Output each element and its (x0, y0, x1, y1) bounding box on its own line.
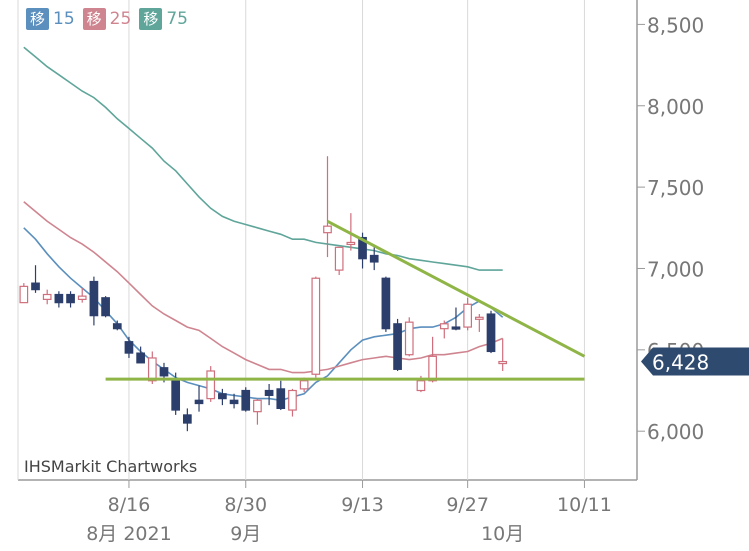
candle-up (288, 389, 297, 411)
candle-down (264, 389, 274, 396)
legend-badge: 移 (139, 8, 163, 30)
legend-label: 25 (109, 9, 132, 29)
candle-up (42, 293, 52, 300)
candle-up (147, 357, 157, 382)
candle-down (369, 254, 379, 263)
candle-down (229, 399, 239, 405)
candle-up (19, 285, 29, 304)
trendline (326, 219, 586, 358)
candle-down (194, 399, 204, 405)
candle-up (253, 399, 262, 413)
candle-up (498, 360, 508, 365)
x-secondary-label: 8月 2021 (86, 523, 171, 545)
candle-up (299, 380, 309, 390)
candle-down (136, 352, 145, 364)
candle-up (311, 277, 321, 375)
candle-up (428, 355, 437, 382)
candle-down (101, 297, 110, 317)
ma-75-line (23, 46, 503, 271)
legend-badge: 移 (82, 8, 106, 30)
candle-down (218, 393, 227, 400)
legend-item-ma75[interactable]: 移 75 (139, 8, 188, 30)
y-tick-label: 7,000 (647, 257, 704, 281)
watermark: IHSMarkit Chartworks (24, 457, 198, 476)
x-tick-label: 8/16 (108, 494, 151, 516)
legend-label: 15 (53, 9, 75, 29)
candle-down (241, 389, 251, 411)
candle-up (346, 241, 356, 246)
candle-down (276, 388, 286, 410)
candle-down (31, 282, 40, 291)
candle-down (54, 293, 64, 304)
candle-up (323, 225, 332, 234)
y-tick-label: 7,500 (647, 176, 704, 200)
candle-up (439, 323, 449, 330)
candle-up (416, 380, 426, 392)
y-tick-label: 8,000 (647, 95, 704, 119)
candle-up (334, 246, 344, 271)
candle-down (381, 277, 391, 330)
x-tick-label: 8/30 (224, 494, 267, 516)
candle-up (77, 295, 87, 300)
current-value-label: 6,428 (652, 351, 709, 375)
candle-down (486, 313, 496, 353)
candle-down (159, 367, 169, 377)
candle-down (89, 280, 99, 317)
candle-down (124, 341, 134, 354)
x-secondary-label: 10月 (481, 523, 524, 545)
candle-down (358, 236, 367, 260)
candle-up (206, 370, 216, 400)
ma-25-line (23, 201, 504, 374)
candle-up (404, 321, 414, 356)
x-secondary-label: 9月 (230, 523, 261, 545)
legend-item-ma25[interactable]: 移 25 (82, 8, 132, 30)
current-value-tag (641, 347, 749, 376)
chart-legend: 移 15 移 25 移 75 (26, 8, 188, 30)
candle-up (463, 303, 473, 328)
x-tick-label: 9/27 (446, 494, 489, 516)
x-tick-label: 10/11 (557, 494, 612, 516)
legend-item-ma15[interactable]: 移 15 (26, 8, 75, 30)
legend-label: 75 (166, 9, 188, 29)
candle-down (451, 326, 461, 330)
y-tick-label: 6,000 (647, 420, 704, 444)
candle-down (182, 414, 192, 424)
y-tick-label: 8,500 (647, 13, 704, 37)
candle-down (393, 323, 402, 370)
candle-up (474, 316, 484, 320)
candle-down (171, 380, 181, 411)
x-tick-label: 9/13 (341, 494, 384, 516)
candle-down (66, 293, 75, 304)
legend-badge: 移 (26, 8, 50, 30)
candle-down (112, 323, 122, 330)
